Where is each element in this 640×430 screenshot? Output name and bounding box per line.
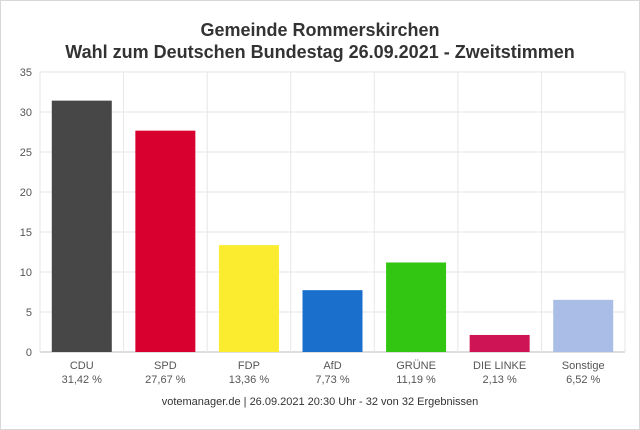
x-value-label: 11,19 % bbox=[396, 374, 436, 386]
x-category-label: FDP bbox=[238, 360, 260, 372]
y-tick-label: 15 bbox=[20, 227, 32, 239]
bar-fdp bbox=[218, 245, 279, 352]
x-category-label: CDU bbox=[70, 360, 94, 372]
chart-subtitle: Wahl zum Deutschen Bundestag 26.09.2021 … bbox=[65, 42, 575, 62]
y-tick-label: 20 bbox=[20, 187, 32, 199]
bar-afd bbox=[302, 290, 363, 352]
x-value-label: 2,13 % bbox=[483, 374, 517, 386]
bar-spd bbox=[135, 130, 196, 352]
x-category-label: DIE LINKE bbox=[473, 360, 526, 372]
y-tick-label: 5 bbox=[26, 307, 32, 319]
x-value-label: 7,73 % bbox=[315, 374, 349, 386]
x-value-label: 27,67 % bbox=[145, 374, 186, 386]
chart-footer: votemanager.de | 26.09.2021 20:30 Uhr - … bbox=[161, 396, 479, 408]
x-value-label: 31,42 % bbox=[62, 374, 103, 386]
bar-die-linke bbox=[469, 334, 530, 352]
x-category-label: AfD bbox=[323, 360, 341, 372]
bar-sonstige bbox=[553, 299, 614, 352]
x-value-label: 13,36 % bbox=[229, 374, 270, 386]
y-tick-label: 35 bbox=[20, 67, 32, 79]
x-category-label: SPD bbox=[154, 360, 177, 372]
bar-grüne bbox=[386, 262, 447, 352]
x-category-label: Sonstige bbox=[562, 360, 605, 372]
x-value-label: 6,52 % bbox=[566, 374, 600, 386]
bar-cdu bbox=[51, 100, 112, 352]
y-tick-label: 30 bbox=[20, 107, 32, 119]
y-tick-label: 25 bbox=[20, 147, 32, 159]
chart-title: Gemeinde Rommerskirchen bbox=[200, 20, 440, 40]
y-tick-label: 0 bbox=[26, 347, 32, 359]
y-tick-label: 10 bbox=[20, 267, 32, 279]
x-category-label: GRÜNE bbox=[396, 360, 436, 372]
